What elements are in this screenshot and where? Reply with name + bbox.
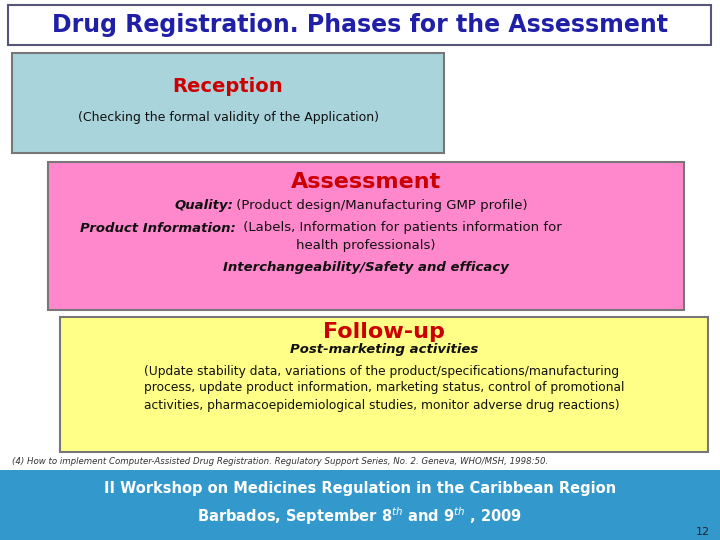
Text: Drug Registration. Phases for the Assessment: Drug Registration. Phases for the Assess…	[52, 13, 668, 37]
FancyBboxPatch shape	[8, 5, 711, 45]
FancyBboxPatch shape	[12, 53, 444, 153]
Text: (4) How to implement Computer-Assisted Drug Registration. Regulatory Support Ser: (4) How to implement Computer-Assisted D…	[12, 456, 548, 465]
Text: Assessment: Assessment	[291, 172, 441, 192]
Text: Product Information:: Product Information:	[80, 221, 235, 234]
Bar	[0, 470, 720, 540]
FancyBboxPatch shape	[48, 162, 684, 310]
Text: Follow-up: Follow-up	[323, 322, 445, 342]
Text: Interchangeability/Safety and efficacy: Interchangeability/Safety and efficacy	[223, 260, 509, 273]
Text: health professionals): health professionals)	[296, 239, 436, 252]
Text: Barbados, September 8$^{th}$ and 9$^{th}$ , 2009: Barbados, September 8$^{th}$ and 9$^{th}…	[197, 505, 523, 527]
Text: Quality:: Quality:	[175, 199, 234, 212]
Text: Reception: Reception	[173, 77, 283, 96]
FancyBboxPatch shape	[60, 317, 708, 452]
Text: (Update stability data, variations of the product/specifications/manufacturing
p: (Update stability data, variations of th…	[144, 364, 624, 411]
Text: (Product design/Manufacturing GMP profile): (Product design/Manufacturing GMP profil…	[232, 199, 528, 212]
Text: (Checking the formal validity of the Application): (Checking the formal validity of the App…	[78, 111, 379, 125]
Text: Post-marketing activities: Post-marketing activities	[290, 343, 478, 356]
Text: 12: 12	[696, 527, 710, 537]
Text: II Workshop on Medicines Regulation in the Caribbean Region: II Workshop on Medicines Regulation in t…	[104, 481, 616, 496]
Text: (Labels, Information for patients information for: (Labels, Information for patients inform…	[239, 221, 562, 234]
